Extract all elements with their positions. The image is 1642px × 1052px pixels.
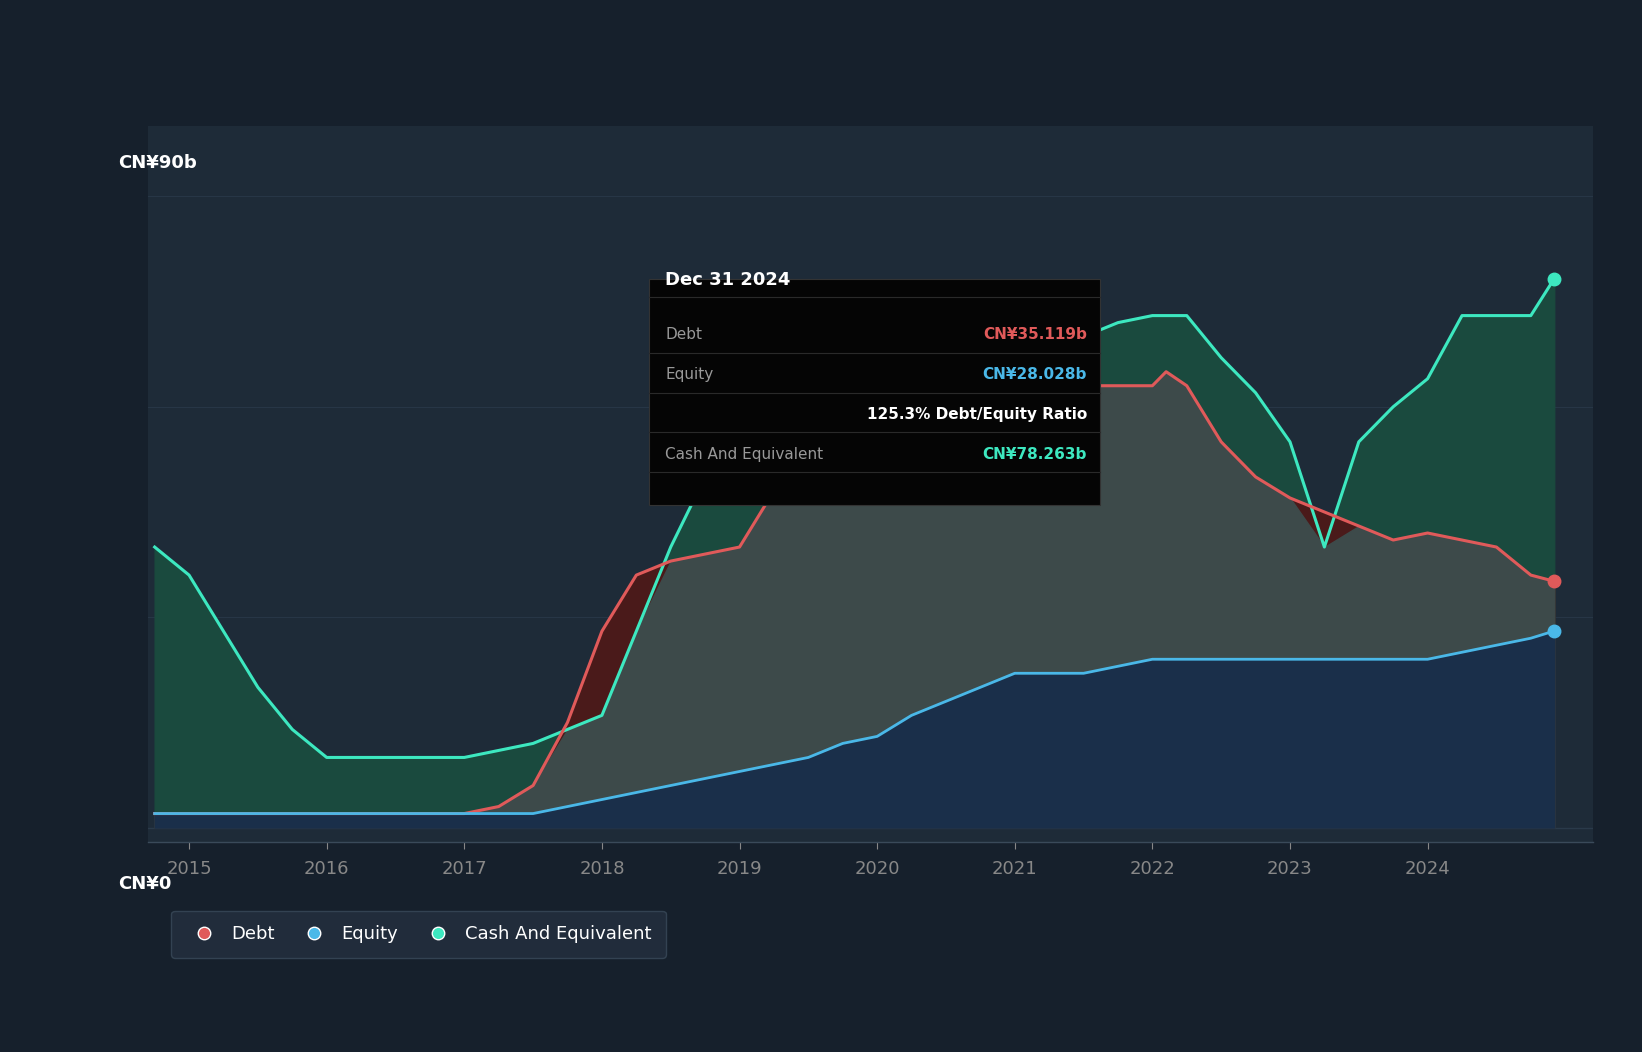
Text: CN¥28.028b: CN¥28.028b xyxy=(982,367,1087,382)
Text: Equity: Equity xyxy=(665,367,713,382)
Text: Cash And Equivalent: Cash And Equivalent xyxy=(665,447,823,462)
Legend: Debt, Equity, Cash And Equivalent: Debt, Equity, Cash And Equivalent xyxy=(171,911,665,957)
Text: Debt: Debt xyxy=(665,327,703,342)
Text: CN¥0: CN¥0 xyxy=(118,874,172,893)
Text: CN¥78.263b: CN¥78.263b xyxy=(982,447,1087,462)
Text: CN¥90b: CN¥90b xyxy=(118,154,197,173)
Text: 125.3% Debt/Equity Ratio: 125.3% Debt/Equity Ratio xyxy=(867,407,1087,422)
Text: Dec 31 2024: Dec 31 2024 xyxy=(665,271,790,289)
Text: CN¥35.119b: CN¥35.119b xyxy=(984,327,1087,342)
